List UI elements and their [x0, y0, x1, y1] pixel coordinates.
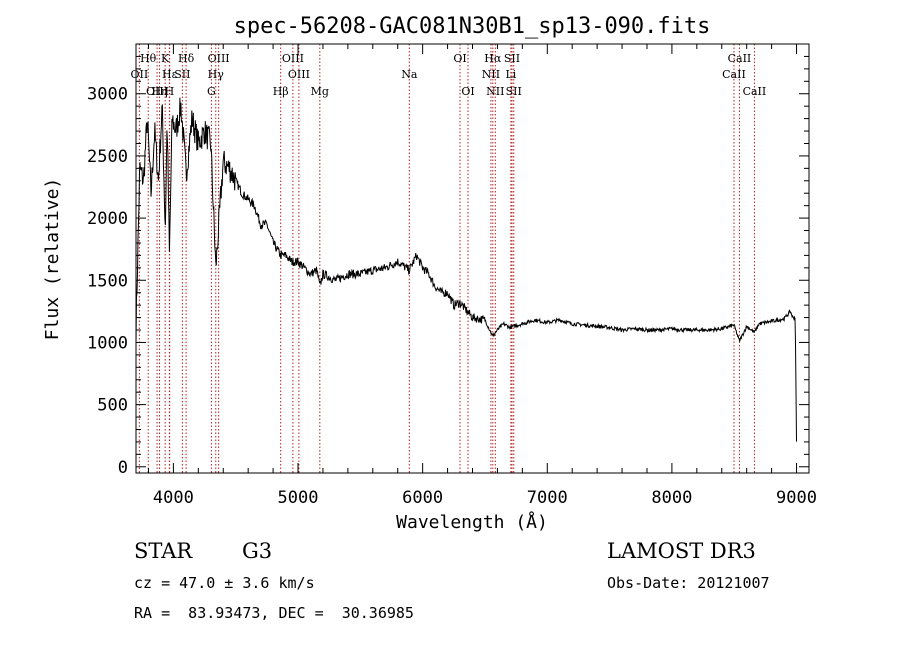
line-label-1: K	[161, 52, 170, 65]
line-label-11: SII	[174, 68, 190, 81]
y-tick-label-1500: 1500	[87, 271, 128, 291]
line-label-0: Hθ	[140, 52, 157, 65]
x-tick-label-9000: 9000	[776, 488, 817, 508]
line-label-22: Hβ	[273, 85, 289, 98]
line-label-12: Hγ	[208, 68, 225, 81]
line-label-27: CaII	[743, 85, 767, 98]
line-label-20: H	[165, 85, 175, 98]
survey-name: LAMOST DR3	[607, 539, 756, 563]
line-label-23: Mg	[311, 85, 329, 98]
line-label-15: NII	[482, 68, 500, 81]
line-label-19: Hη	[151, 85, 167, 98]
line-label-2: Hδ	[178, 52, 195, 65]
x-tick-label-7000: 7000	[527, 488, 568, 508]
y-tick-label-3000: 3000	[87, 85, 128, 105]
x-tick-label-8000: 8000	[651, 488, 692, 508]
line-label-5: OI	[453, 52, 466, 65]
line-label-8: CaII	[728, 52, 752, 65]
y-tick-label-0: 0	[118, 458, 128, 478]
y-axis-label: Flux (relative)	[42, 178, 63, 341]
plot-frame	[135, 43, 810, 474]
x-tick-label-4000: 4000	[153, 488, 194, 508]
line-label-3: OIII	[208, 52, 230, 65]
y-tick-label-2500: 2500	[87, 147, 128, 167]
line-label-21: G	[207, 85, 216, 98]
object-subclass: G3	[242, 539, 273, 563]
line-label-25: NII	[486, 85, 504, 98]
line-label-13: OIII	[288, 68, 310, 81]
x-axis-label: Wavelength (Å)	[396, 511, 548, 533]
line-label-6: Hα	[484, 52, 502, 65]
obs-date: Obs-Date: 20121007	[607, 574, 770, 592]
line-label-9: OII	[131, 68, 149, 81]
spectral-line-markers	[138, 44, 755, 473]
object-class: STAR	[134, 539, 193, 563]
spectrum-series-line	[135, 97, 797, 442]
x-tick-label-5000: 5000	[278, 488, 319, 508]
line-label-14: Na	[401, 68, 418, 81]
line-label-4: OIII	[282, 52, 304, 65]
coordinates: RA = 83.93473, DEC = 30.36985	[134, 604, 414, 622]
chart-title: spec-56208-GAC081N30B1_sp13-090.fits	[234, 14, 711, 39]
y-axis-ticks: 0 500 1000 1500 2000 2500 3000	[87, 55, 809, 478]
x-tick-label-6000: 6000	[402, 488, 443, 508]
line-label-18: OIII	[146, 85, 168, 98]
y-tick-label-2000: 2000	[87, 209, 128, 229]
line-label-7: SII	[504, 52, 520, 65]
redshift-info: cz = 47.0 ± 3.6 km/s	[134, 574, 315, 592]
line-label-26: SII	[506, 85, 522, 98]
x-axis-ticks: 4000 5000 6000 7000 8000 9000	[147, 44, 817, 508]
y-tick-label-1000: 1000	[87, 333, 128, 353]
line-label-24: OI	[461, 85, 474, 98]
line-label-16: Li	[505, 68, 516, 81]
line-label-10: Hε	[162, 68, 178, 81]
line-label-17: CaII	[722, 68, 746, 81]
y-tick-label-500: 500	[97, 396, 128, 416]
